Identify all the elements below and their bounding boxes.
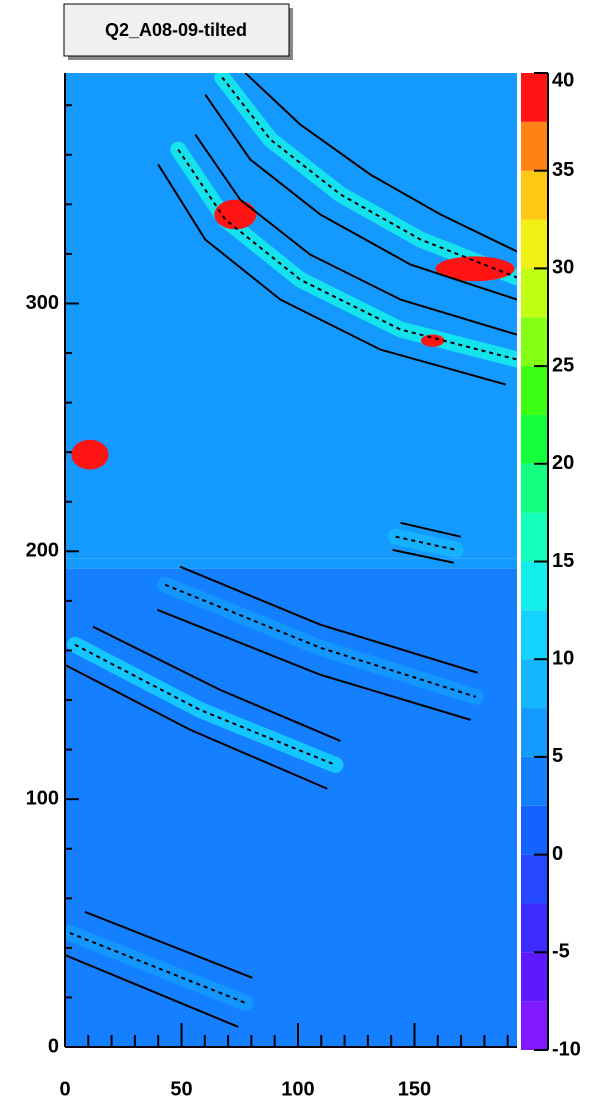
- x-tick-label: 150: [398, 1078, 431, 1100]
- colorbar-tick-label: 0: [552, 843, 563, 865]
- curve: [179, 565, 478, 674]
- curve: [400, 521, 461, 538]
- curve: [65, 663, 328, 790]
- heat-region: [65, 558, 517, 569]
- colorbar-band: [521, 317, 548, 367]
- curve: [177, 149, 517, 361]
- colorbar-band: [521, 854, 548, 904]
- colorbar-tick-label: 15: [552, 550, 574, 572]
- colorbar-band: [521, 512, 548, 562]
- colorbar-band: [521, 268, 548, 318]
- colorbar-band: [521, 1001, 548, 1050]
- curve: [92, 625, 341, 742]
- curve: [204, 93, 517, 301]
- colorbar-band: [521, 659, 548, 709]
- colorbar-band: [521, 952, 548, 1002]
- curve: [157, 163, 507, 386]
- colorbar-band: [521, 610, 548, 660]
- heat-streak: [65, 924, 254, 1011]
- x-tick-label: 0: [59, 1078, 70, 1100]
- y-tick-label: 300: [26, 292, 59, 314]
- hotspot: [435, 256, 515, 282]
- hotspot: [71, 439, 109, 470]
- x-tick-label: 100: [281, 1078, 314, 1100]
- colorbar-tick-label: 30: [552, 257, 574, 279]
- curve: [65, 954, 239, 1028]
- colorbar-band: [521, 170, 548, 220]
- heat-streak: [214, 73, 517, 286]
- colorbar-tick-label: 25: [552, 354, 574, 376]
- colorbar-band: [521, 121, 548, 171]
- colorbar-band: [521, 756, 548, 806]
- y-tick-label: 200: [26, 540, 59, 562]
- colorbar-tick-label: 40: [552, 69, 574, 91]
- colorbar-tick-label: 35: [552, 159, 574, 181]
- colorbar-band: [521, 708, 548, 757]
- hotspot: [214, 199, 257, 230]
- colorbar-tick-label: -5: [552, 941, 570, 963]
- x-tick-label: 50: [170, 1078, 192, 1100]
- curve: [194, 133, 517, 336]
- colorbar-band: [521, 561, 548, 611]
- title-box: [63, 3, 290, 57]
- colorbar-band: [521, 414, 548, 464]
- colorbar-band: [521, 903, 548, 953]
- colorbar-band: [521, 73, 548, 122]
- y-tick-label: 100: [26, 787, 59, 809]
- colorbar-band: [521, 463, 548, 513]
- heat-streak: [157, 576, 484, 705]
- colorbar-tick-label: 20: [552, 452, 574, 474]
- colorbar-band: [521, 219, 548, 269]
- colorbar-tick-label: 5: [552, 745, 563, 767]
- curve: [395, 535, 456, 551]
- colorbar-band: [521, 805, 548, 855]
- curve: [244, 73, 517, 253]
- curve: [84, 910, 253, 979]
- hotspot: [421, 334, 445, 347]
- colorbar-tick-label: 10: [552, 647, 574, 669]
- colorbar-band: [521, 366, 548, 415]
- chart-title: Q2_A08-09-tilted: [105, 20, 247, 40]
- heat-streak: [67, 636, 344, 773]
- y-tick-label: 0: [48, 1035, 59, 1057]
- curve: [392, 548, 454, 564]
- colorbar-tick-label: -10: [552, 1038, 581, 1060]
- curve: [156, 608, 471, 721]
- plot-area: [65, 73, 517, 1047]
